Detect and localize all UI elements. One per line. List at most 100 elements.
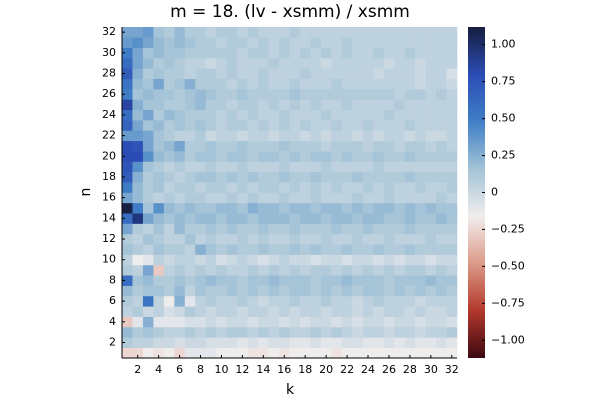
heatmap-cell	[436, 347, 447, 359]
heatmap-cell	[436, 316, 447, 328]
heatmap-cell	[320, 213, 332, 224]
heatmap-cell	[142, 202, 154, 214]
heatmap-cell	[341, 337, 353, 348]
heatmap-cell	[362, 233, 374, 245]
heatmap-cell	[216, 37, 227, 48]
heatmap-cell	[258, 171, 269, 183]
heatmap-cell	[352, 47, 364, 59]
heatmap-cell	[279, 120, 290, 131]
heatmap-cell	[216, 326, 227, 338]
heatmap-cell	[184, 151, 196, 162]
heatmap-cell	[352, 192, 364, 204]
heatmap-cell	[404, 171, 416, 183]
heatmap-cell	[394, 47, 405, 59]
heatmap-cell	[237, 285, 248, 297]
heatmap-cell	[205, 316, 217, 328]
heatmap-cell	[362, 254, 374, 266]
heatmap-cell	[331, 316, 343, 328]
colorbar-tick-label: 0.50	[491, 112, 516, 125]
heatmap-cell	[122, 47, 133, 59]
heatmap-cell	[184, 89, 196, 100]
heatmap-cell	[226, 99, 238, 111]
heatmap-cell	[425, 171, 437, 183]
heatmap-cell	[142, 58, 154, 69]
heatmap-cell	[163, 27, 175, 38]
heatmap-cell	[268, 192, 280, 204]
heatmap-cell	[394, 58, 405, 69]
heatmap-cell	[352, 275, 364, 286]
heatmap-cell	[237, 306, 248, 317]
heatmap-cell	[362, 68, 374, 80]
heatmap-cell	[237, 161, 248, 173]
heatmap-cell	[153, 171, 165, 183]
heatmap-cell	[132, 192, 144, 204]
heatmap-cell	[216, 316, 227, 328]
heatmap-cell	[122, 89, 133, 100]
heatmap-cell	[373, 182, 385, 193]
heatmap-cell	[373, 130, 385, 142]
heatmap-cell	[268, 244, 280, 255]
heatmap-cell	[373, 58, 385, 69]
heatmap-cell	[174, 161, 186, 173]
heatmap-cell	[352, 306, 364, 317]
heatmap-cell	[383, 326, 395, 338]
heatmap-cell	[122, 316, 133, 328]
heatmap-cell	[362, 47, 374, 59]
heatmap-cell	[310, 213, 322, 224]
heatmap-cell	[394, 326, 405, 338]
heatmap-cell	[237, 213, 248, 224]
heatmap-cell	[216, 244, 227, 255]
heatmap-cell	[394, 27, 405, 38]
heatmap-cell	[153, 192, 165, 204]
heatmap-cell	[268, 161, 280, 173]
heatmap-cell	[331, 151, 343, 162]
heatmap-cell	[383, 316, 395, 328]
heatmap-cell	[226, 120, 238, 131]
heatmap-cell	[279, 58, 290, 69]
heatmap-cell	[247, 244, 259, 255]
heatmap-cell	[331, 223, 343, 235]
heatmap-cell	[446, 244, 458, 255]
colorbar-tick-label: −1.00	[491, 333, 525, 346]
heatmap-cell	[404, 192, 416, 204]
heatmap-cell	[362, 223, 374, 235]
heatmap-cell	[122, 68, 133, 80]
heatmap-cell	[268, 213, 280, 224]
heatmap-cell	[415, 213, 426, 224]
heatmap-cell	[268, 130, 280, 142]
heatmap-cell	[352, 182, 364, 193]
heatmap-cell	[425, 99, 437, 111]
heatmap-cell	[446, 202, 458, 214]
heatmap-cell	[383, 171, 395, 183]
heatmap-cell	[352, 326, 364, 338]
heatmap-cell	[436, 326, 447, 338]
heatmap-cell	[258, 326, 269, 338]
heatmap-cell	[132, 233, 144, 245]
heatmap-cell	[383, 99, 395, 111]
heatmap-cell	[205, 47, 217, 59]
colorbar	[468, 27, 485, 358]
heatmap-cell	[184, 47, 196, 59]
heatmap-cell	[362, 295, 374, 307]
heatmap-cell	[237, 254, 248, 266]
colorbar-tick-label: 0.25	[491, 149, 516, 162]
heatmap-cell	[174, 285, 186, 297]
heatmap-cell	[289, 233, 301, 245]
heatmap-cell	[268, 99, 280, 111]
heatmap-cell	[195, 347, 207, 359]
heatmap-cell	[352, 161, 364, 173]
heatmap-cell	[205, 58, 217, 69]
heatmap-cell	[174, 213, 186, 224]
heatmap-cell	[247, 47, 259, 59]
heatmap-cell	[446, 120, 458, 131]
heatmap-cell	[279, 27, 290, 38]
heatmap-cell	[331, 99, 343, 111]
heatmap-cell	[258, 68, 269, 80]
heatmap-cell	[258, 192, 269, 204]
heatmap-cell	[247, 326, 259, 338]
heatmap-cell	[163, 47, 175, 59]
heatmap-cell	[320, 140, 332, 152]
heatmap-cell	[142, 99, 154, 111]
heatmap-cell	[436, 306, 447, 317]
